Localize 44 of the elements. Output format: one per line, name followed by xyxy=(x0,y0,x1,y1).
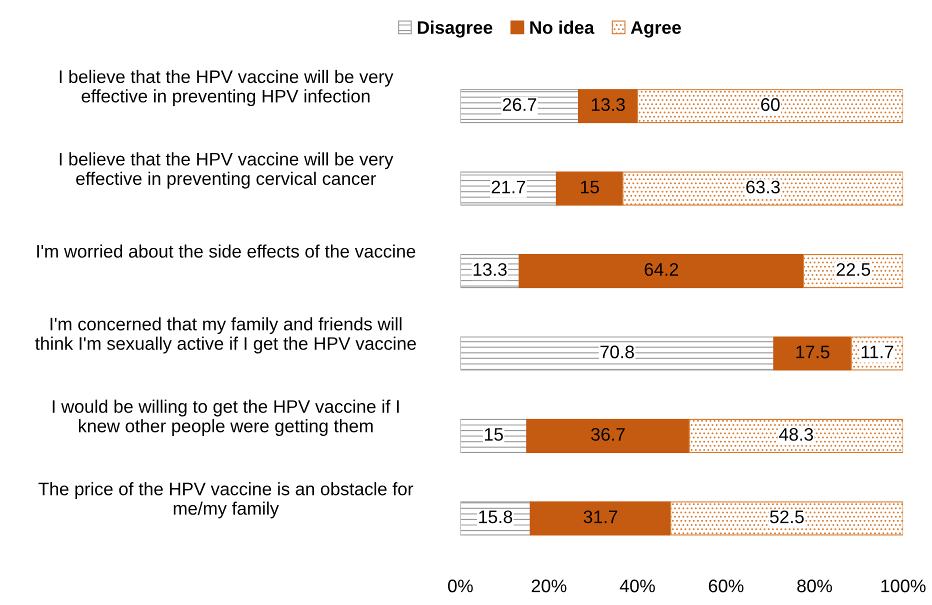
data-label: 63.3 xyxy=(746,180,780,194)
x-tick-label: 100% xyxy=(881,580,926,592)
bar xyxy=(460,336,774,371)
y-tick-label: I'm worried about the side effects of the vaccine xyxy=(37,244,416,258)
y-tick-label: I would be willing to get the HPV vaccine if I knew other people were getting them xyxy=(52,400,399,436)
bar xyxy=(622,172,904,206)
data-label: 13.3 xyxy=(474,263,507,276)
bar xyxy=(578,89,638,124)
data-label: 15 xyxy=(484,428,503,441)
x-tick-label: 60% xyxy=(708,580,744,592)
data-label: 31.7 xyxy=(584,510,618,524)
data-label: 64.2 xyxy=(644,263,678,276)
bar xyxy=(773,336,852,371)
x-tick-label: 20% xyxy=(532,580,566,592)
y-tick-label: I believe that the HPV vaccine will be very effective in preventing HPV infection xyxy=(60,70,394,106)
x-tick-label: 0% xyxy=(448,580,473,592)
bar xyxy=(556,172,624,206)
data-label: 11.7 xyxy=(862,346,894,358)
data-label: 15 xyxy=(581,180,599,194)
data-label: 60 xyxy=(761,98,780,111)
data-label: 70.8 xyxy=(600,346,634,358)
data-label: 17.5 xyxy=(796,346,830,358)
data-label: 13.3 xyxy=(592,98,625,111)
y-tick-label: I'm concerned that my family and friends will think I'm sexually active if I get the HPV vaccine xyxy=(35,317,416,354)
data-label: 21.7 xyxy=(492,180,526,194)
legend-label: Agree xyxy=(630,21,681,38)
bar xyxy=(518,254,804,288)
x-tick-label: 80% xyxy=(797,580,832,592)
x-tick-label: 40% xyxy=(620,580,655,592)
bar xyxy=(636,89,904,124)
bar xyxy=(526,418,690,453)
data-label: 22.5 xyxy=(836,263,870,276)
bar xyxy=(670,501,904,536)
data-label: 36.7 xyxy=(591,428,625,441)
data-label: 48.3 xyxy=(779,428,813,441)
data-label: 52.5 xyxy=(770,510,804,524)
data-label: 15.8 xyxy=(479,510,512,524)
bar xyxy=(530,501,672,536)
legend-label: No idea xyxy=(530,20,594,34)
y-tick-label: The price of the HPV vaccine is an obstacle for me/my family xyxy=(38,482,414,518)
data-label: 26.7 xyxy=(502,98,536,111)
legend-label: Disagree xyxy=(418,20,492,38)
bar xyxy=(688,418,904,453)
y-tick-label: I believe that the HPV vaccine will be very effective in preventing cervical cancer xyxy=(60,152,394,189)
